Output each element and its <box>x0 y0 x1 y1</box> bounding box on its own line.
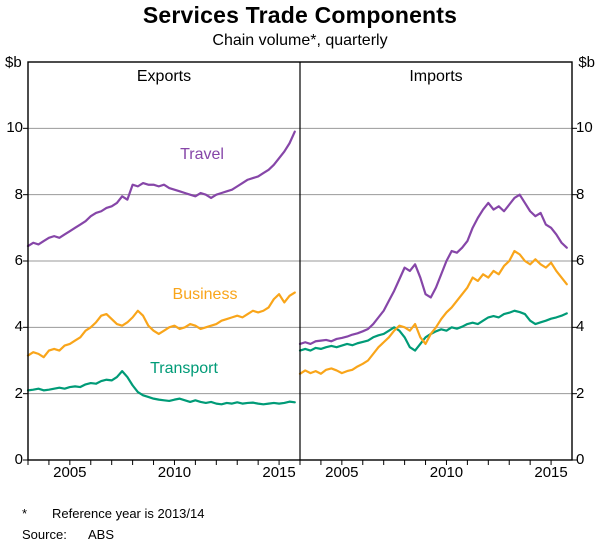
y-tick-label-left: 4 <box>14 318 23 336</box>
y-axis-unit-left: $b <box>5 54 22 71</box>
y-tick-label-left: 6 <box>14 252 23 269</box>
x-tick-label: 2015 <box>534 464 568 481</box>
line-imports-travel <box>298 193 568 346</box>
x-tick-label: 2005 <box>53 464 87 481</box>
y-tick-label-right: 2 <box>576 384 585 402</box>
footnote-text: Reference year is 2013/14 <box>52 506 205 521</box>
source-value: ABS <box>88 527 115 542</box>
chart-title: Services Trade Components <box>142 2 458 28</box>
x-tick-label: 2010 <box>157 464 192 481</box>
y-tick-label-left: 8 <box>14 185 23 203</box>
line-exports-transport <box>26 370 296 406</box>
y-tick-label-left: 0 <box>14 451 23 468</box>
y-tick-label-left: 2 <box>14 384 23 402</box>
y-tick-label-left: 10 <box>6 119 23 137</box>
line-imports-business <box>298 249 568 375</box>
y-tick-label-right: 0 <box>576 451 585 468</box>
x-tick-label: 2010 <box>429 464 464 481</box>
series-label-transport: Transport <box>150 360 218 377</box>
y-tick-label-right: 6 <box>576 252 585 269</box>
y-tick-label-right: 4 <box>576 318 585 336</box>
panel-title-exports: Exports <box>136 68 192 85</box>
x-tick-label: 2005 <box>325 464 359 481</box>
y-tick-label-right: 8 <box>576 185 585 203</box>
line-exports-business <box>26 291 296 359</box>
source-label: Source: <box>22 527 67 542</box>
chart-subtitle: Chain volume*, quarterly <box>212 32 388 49</box>
y-axis-unit-right: $b <box>578 54 595 71</box>
footnote-marker: * <box>22 506 28 521</box>
x-tick-label: 2015 <box>262 464 296 481</box>
y-tick-label-right: 10 <box>576 119 593 137</box>
line-imports-transport <box>298 309 568 352</box>
panel-title-imports: Imports <box>409 68 463 85</box>
line-exports-travel <box>26 130 296 248</box>
series-label-business: Business <box>172 286 238 303</box>
series-label-travel: Travel <box>180 146 224 163</box>
